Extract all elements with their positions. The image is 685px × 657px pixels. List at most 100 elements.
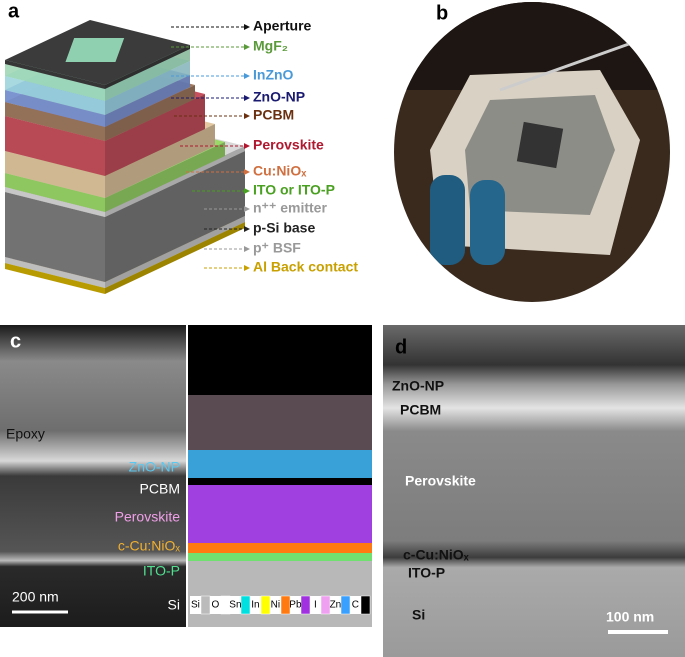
layer-side: [5, 102, 105, 141]
layer-side: [5, 263, 105, 294]
legend-label: Pb: [289, 600, 302, 611]
layer-side: [5, 257, 105, 288]
legend-label: I: [314, 600, 317, 611]
panel-label: d: [395, 336, 407, 358]
legend-label: In: [251, 600, 259, 611]
layer-side: [105, 151, 245, 282]
legend-label-box: [230, 596, 241, 614]
legend-swatch: [260, 595, 271, 615]
layer-side: [5, 173, 105, 212]
layer-side: [105, 216, 245, 288]
legend-label-box: [270, 596, 281, 614]
layer-side: [105, 45, 190, 89]
layer-label: PCBM: [400, 402, 441, 418]
layer-label: InZnO: [253, 67, 294, 83]
panel-c: c 200 nm Epoxy ZnO-NP PCBM Perovskite c-Cu:N…: [0, 325, 372, 627]
layer-label: Epoxy: [6, 426, 45, 442]
legend-swatch: [360, 595, 371, 615]
layer-side: [5, 116, 105, 176]
arrow-head: [244, 226, 250, 232]
arrow-head: [244, 44, 250, 50]
layer-label: p⁺ BSF: [253, 240, 301, 256]
panel-a: a Aperture MgF₂ InZnO ZnO-NP PCBM Perovskite C…: [5, 0, 358, 294]
legend-label: Si: [191, 600, 200, 611]
legend-label: Zn: [330, 600, 342, 611]
legend-label-box: [330, 596, 341, 614]
panel-label: a: [8, 0, 20, 22]
layer-label: n⁺⁺ emitter: [253, 200, 327, 216]
layer-label: Aperture: [253, 18, 312, 34]
layer-side: [105, 75, 190, 127]
layer-label: Cu:NiOₓ: [253, 163, 307, 179]
layer-label: PCBM: [140, 481, 180, 497]
arrow-head: [244, 246, 250, 252]
layer-label: ITO-P: [408, 565, 445, 581]
layer-side: [105, 85, 195, 141]
legend-label: Ni: [271, 600, 280, 611]
legend-label: Sn: [229, 600, 241, 611]
legend-label-box: [310, 596, 321, 614]
layer-label: Al Back contact: [253, 259, 358, 275]
arrow-head: [244, 169, 250, 175]
layer-label: ITO-P: [143, 563, 180, 579]
layer-side: [105, 124, 215, 198]
arrow-head: [244, 95, 250, 101]
legend-label-box: [350, 596, 361, 614]
layer-side: [105, 61, 190, 115]
layer-label: ZnO-NP: [129, 459, 180, 475]
tem-image: [0, 325, 186, 627]
layer-side: [5, 90, 105, 127]
layer-side: [105, 222, 245, 294]
layer-label: PCBM: [253, 107, 294, 123]
layer-side: [5, 64, 105, 101]
photo: [394, 2, 670, 302]
layer-label: c-Cu:NiOₓ: [403, 547, 470, 563]
legend-label: O: [212, 600, 220, 611]
legend-label-box: [210, 596, 221, 614]
arrow-head: [244, 24, 250, 30]
panel-d: d 100 nm ZnO-NP PCBM Perovskite c-Cu:NiOₓ IT…: [383, 325, 685, 657]
arrow-head: [244, 113, 250, 119]
legend-swatch: [300, 595, 311, 615]
layer-label: p-Si base: [253, 220, 315, 236]
layer-label: ZnO-NP: [392, 378, 444, 394]
legend-swatch: [340, 595, 351, 615]
layer-side: [5, 187, 105, 217]
layer-label: Perovskite: [253, 137, 324, 153]
layer-label: Si: [168, 597, 180, 613]
panel-b: b: [394, 2, 670, 302]
layer-side: [105, 146, 245, 217]
layer-label: ZnO-NP: [253, 89, 305, 105]
layer-side: [105, 142, 225, 212]
layer-label: Perovskite: [115, 509, 181, 525]
scale-bar-label: 200 nm: [12, 589, 59, 605]
tem-image: [383, 325, 685, 657]
layer-side: [5, 76, 105, 115]
legend-swatch: [240, 595, 251, 615]
layer-side: [105, 49, 190, 101]
layer-label: c-Cu:NiOₓ: [118, 538, 181, 554]
layer-label: ITO or ITO-P: [253, 182, 335, 198]
layer-side: [105, 94, 205, 176]
layer-side: [5, 192, 105, 282]
panel-label: c: [10, 330, 21, 352]
layer-side: [5, 60, 105, 89]
legend-label-box: [290, 596, 301, 614]
arrow-head: [244, 206, 250, 212]
layer-label: Perovskite: [405, 473, 476, 489]
legend-label: C: [352, 600, 359, 611]
legend-label-box: [190, 596, 201, 614]
arrow-head: [244, 73, 250, 79]
aperture-window: [65, 38, 125, 62]
panel-label: b: [436, 2, 448, 24]
scale-bar-label: 100 nm: [606, 609, 654, 625]
layer-label: Si: [412, 607, 425, 623]
arrow-head: [244, 143, 250, 149]
layer-side: [5, 151, 105, 198]
legend-label-box: [250, 596, 261, 614]
legend-swatch: [200, 595, 211, 615]
arrow-head: [244, 265, 250, 271]
layer-label: MgF₂: [253, 38, 288, 54]
arrow-head: [244, 188, 250, 194]
